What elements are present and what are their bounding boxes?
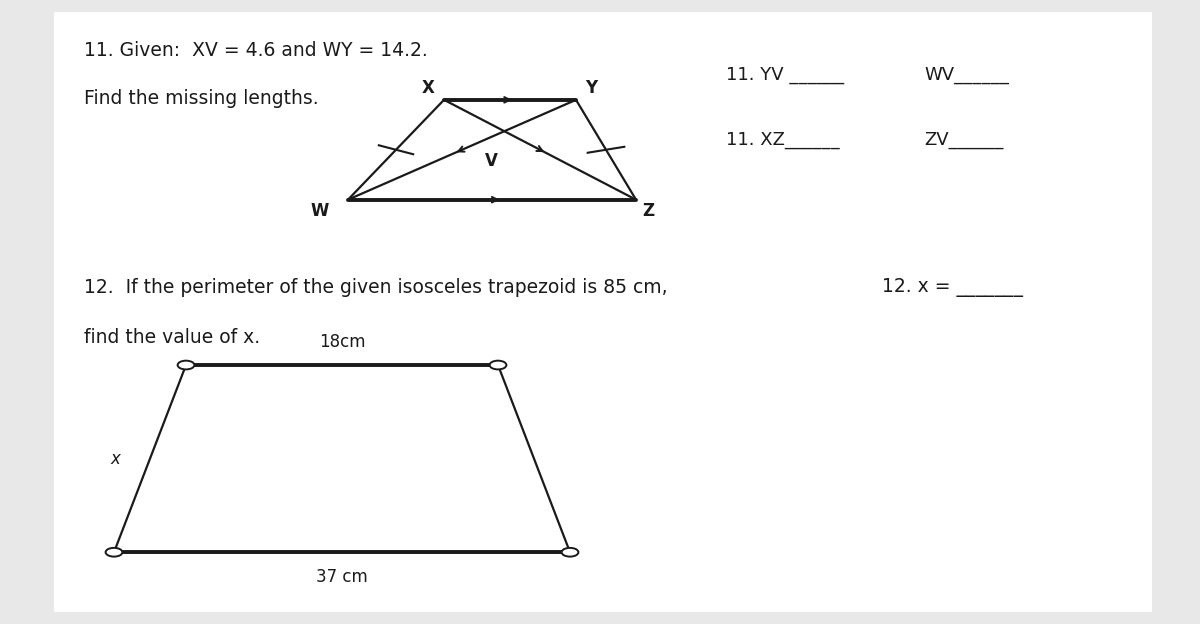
Circle shape (490, 361, 506, 369)
Text: ZV______: ZV______ (924, 131, 1003, 149)
Text: 18cm: 18cm (319, 333, 365, 351)
Circle shape (562, 548, 578, 557)
Text: V: V (485, 152, 498, 170)
Text: find the value of x.: find the value of x. (84, 328, 260, 346)
Text: 11. XZ______: 11. XZ______ (726, 131, 840, 149)
Text: W: W (311, 202, 329, 220)
Text: X: X (421, 79, 434, 97)
Text: WV______: WV______ (924, 66, 1009, 84)
Circle shape (178, 361, 194, 369)
Text: 11. Given:  XV = 4.6 and WY = 14.2.: 11. Given: XV = 4.6 and WY = 14.2. (84, 41, 427, 59)
Text: 12. x = _______: 12. x = _______ (882, 278, 1022, 296)
Text: 37 cm: 37 cm (316, 568, 368, 586)
FancyBboxPatch shape (54, 12, 1152, 612)
Text: Z: Z (642, 202, 654, 220)
Text: Y: Y (586, 79, 598, 97)
Text: x: x (110, 450, 120, 467)
Text: Find the missing lengths.: Find the missing lengths. (84, 89, 319, 107)
Circle shape (106, 548, 122, 557)
Text: 12.  If the perimeter of the given isosceles trapezoid is 85 cm,: 12. If the perimeter of the given isosce… (84, 278, 667, 296)
Text: 11. YV ______: 11. YV ______ (726, 66, 844, 84)
